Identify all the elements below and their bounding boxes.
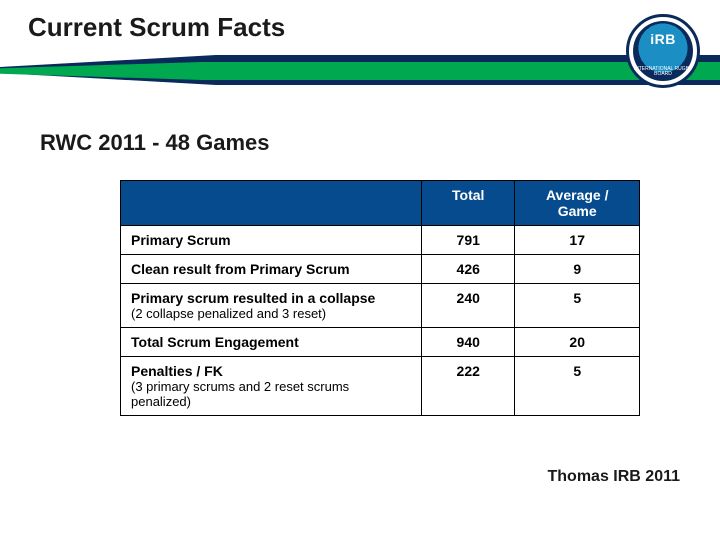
row-label-cell: Clean result from Primary Scrum — [121, 255, 422, 284]
row-label: Clean result from Primary Scrum — [131, 261, 350, 277]
content-area: RWC 2011 - 48 Games Total Average / Game… — [0, 100, 720, 416]
col-header-total: Total — [422, 181, 515, 226]
row-avg: 5 — [515, 357, 640, 416]
logo-abbrev: iRB — [650, 31, 676, 47]
table-row: Primary Scrum 791 17 — [121, 226, 640, 255]
scrum-table: Total Average / Game Primary Scrum 791 1… — [120, 180, 640, 416]
scrum-table-wrap: Total Average / Game Primary Scrum 791 1… — [120, 180, 640, 416]
col-header-blank — [121, 181, 422, 226]
row-note: (2 collapse penalized and 3 reset) — [131, 306, 411, 321]
row-total: 426 — [422, 255, 515, 284]
credit-text: Thomas IRB 2011 — [548, 468, 681, 486]
row-label-cell: Primary Scrum — [121, 226, 422, 255]
row-note: (3 primary scrums and 2 reset scrums pen… — [131, 379, 411, 409]
table-row: Primary scrum resulted in a collapse (2 … — [121, 284, 640, 328]
header: Current Scrum Facts iRB INTERNATIONAL RU… — [0, 0, 720, 100]
row-avg: 20 — [515, 328, 640, 357]
row-label-cell: Penalties / FK (3 primary scrums and 2 r… — [121, 357, 422, 416]
row-total: 791 — [422, 226, 515, 255]
table-row: Penalties / FK (3 primary scrums and 2 r… — [121, 357, 640, 416]
row-avg: 9 — [515, 255, 640, 284]
row-label: Penalties / FK — [131, 363, 223, 379]
row-label: Total Scrum Engagement — [131, 334, 299, 350]
row-total: 222 — [422, 357, 515, 416]
row-avg: 5 — [515, 284, 640, 328]
logo-subtext: INTERNATIONAL RUGBY BOARD — [633, 67, 693, 77]
page-title: Current Scrum Facts — [28, 12, 285, 43]
table-row: Total Scrum Engagement 940 20 — [121, 328, 640, 357]
row-label-cell: Primary scrum resulted in a collapse (2 … — [121, 284, 422, 328]
col-header-avg: Average / Game — [515, 181, 640, 226]
row-label: Primary Scrum — [131, 232, 231, 248]
table-row: Clean result from Primary Scrum 426 9 — [121, 255, 640, 284]
irb-logo: iRB INTERNATIONAL RUGBY BOARD — [626, 14, 700, 88]
row-total: 240 — [422, 284, 515, 328]
row-label-cell: Total Scrum Engagement — [121, 328, 422, 357]
row-avg: 17 — [515, 226, 640, 255]
table-header-row: Total Average / Game — [121, 181, 640, 226]
row-label: Primary scrum resulted in a collapse — [131, 290, 375, 306]
row-total: 940 — [422, 328, 515, 357]
subtitle: RWC 2011 - 48 Games — [40, 130, 680, 156]
